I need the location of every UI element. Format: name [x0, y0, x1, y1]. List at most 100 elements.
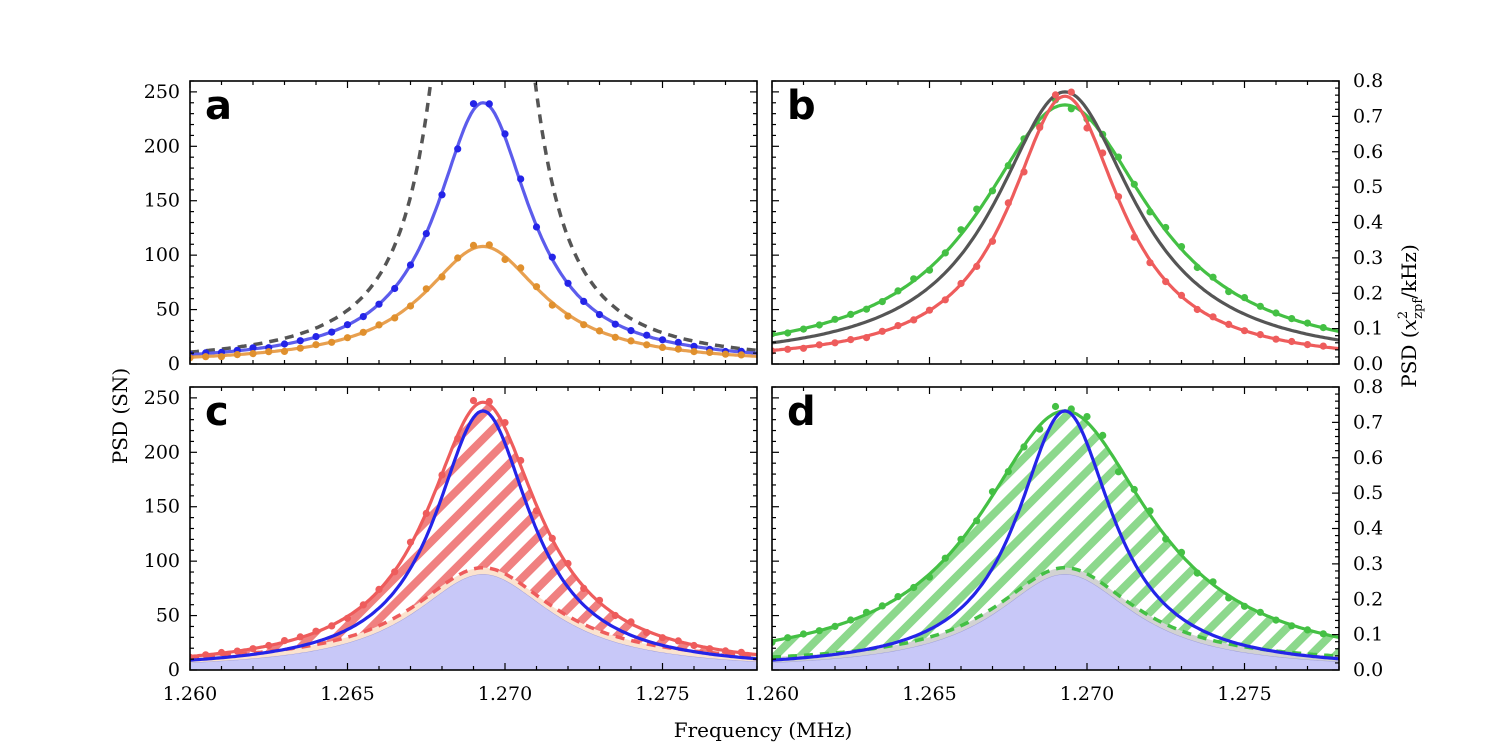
panel-b-data-point [1272, 335, 1280, 343]
panel-a-frame [189, 80, 758, 365]
panel-a-data-point [280, 347, 289, 355]
panel-a-data-point [343, 334, 352, 342]
panel-b-data-point [1114, 193, 1123, 201]
panel-a-data-point [501, 130, 509, 138]
panel-b-data-point [988, 187, 997, 195]
y-right-tick-label: 0.4 [1353, 518, 1383, 540]
y-tick-label: 50 [156, 299, 180, 321]
panel-b-data-point [941, 249, 949, 257]
panel-c-plot [190, 397, 757, 670]
panel-a-data-point [217, 353, 226, 361]
panel-d-letter: d [787, 389, 816, 435]
y-axis-right-var: x [1397, 319, 1421, 330]
panel-b-data-point [831, 339, 839, 347]
panel-a-data-point [580, 297, 588, 305]
panel-b-data-point [1114, 153, 1123, 161]
y-axis-right-sub: zpf [1411, 298, 1426, 319]
y-axis-right-sup: 2 [1396, 311, 1411, 319]
y-axis-right-prefix: PSD ( [1397, 330, 1421, 387]
panel-b-data-point [1162, 278, 1170, 286]
panel-b-data-point [1209, 313, 1217, 321]
panel-a-data-point [375, 300, 383, 308]
panel-b-data-point [941, 296, 949, 304]
panel-a-data-point [249, 350, 257, 358]
y-right-tick-label: 0.7 [1353, 411, 1383, 433]
panel-a-data-point [580, 321, 588, 329]
panel-a-data-point [643, 331, 651, 339]
panel-b-data-point [1256, 331, 1264, 339]
panel-b-plot [772, 88, 1339, 355]
panel-b-data-point [1303, 341, 1312, 349]
y-tick-label: 200 [144, 135, 180, 157]
y-right-tick-label: 0.3 [1353, 553, 1383, 575]
y-axis-title-right: PSD (x2zpf/kHz) [1396, 244, 1426, 388]
panel-b-data-point [1130, 233, 1138, 241]
panel-b-data-point [1004, 199, 1012, 207]
y-tick-label: 100 [144, 244, 180, 266]
panel-b-data-point [799, 344, 808, 352]
panel-b-data-point [1067, 88, 1075, 96]
panel-a-data-point [501, 255, 509, 264]
panel-a-data-point [643, 341, 651, 349]
y-tick-label: 100 [144, 550, 180, 572]
y-tick-label: 250 [144, 81, 180, 103]
panel-a-data-point [454, 145, 462, 153]
panel-a-data-point [359, 313, 367, 321]
panel-a-data-point [564, 279, 572, 287]
y-right-tick-label: 0.6 [1353, 141, 1383, 163]
panel-d-hatch [772, 410, 1339, 657]
panel-c-data-point [469, 397, 478, 405]
y-right-tick-label: 0.4 [1353, 212, 1383, 234]
panel-a-data-point [190, 354, 194, 362]
panel-b-data-point [894, 287, 902, 295]
panel-a-data-point [422, 230, 430, 238]
panel-a-data-point [595, 311, 604, 319]
panel-a-data-point [706, 348, 714, 356]
x-tick-label: 1.270 [478, 683, 532, 705]
panel-d-fill-band [772, 567, 1339, 663]
panel-a-data-point [595, 327, 604, 335]
panel-a-letter: a [205, 83, 232, 129]
panel-a-data-point [422, 285, 430, 293]
panel-a-data-point [312, 341, 320, 349]
panel-a-data-point [674, 338, 682, 346]
panel-a-thermal-reference-(dashed) [190, 81, 757, 354]
panel-a-data-point [611, 320, 619, 328]
panel-a-data-point [690, 342, 698, 350]
panel-a-data-point [469, 241, 478, 249]
panel-b-data-point [1067, 105, 1075, 113]
panel-b-data-point [878, 327, 886, 335]
panel-b-data-point [799, 325, 808, 333]
y-right-tick-label: 0.5 [1353, 482, 1383, 504]
panel-a-blue-fit [190, 101, 757, 357]
panel-b-data-point [815, 321, 823, 329]
y-tick-label: 50 [156, 605, 180, 627]
panel-b-data-point [1288, 315, 1296, 323]
panel-a-data-point [280, 340, 289, 348]
y-right-tick-label: 0.2 [1353, 282, 1383, 304]
panel-b-data-point [862, 305, 871, 313]
y-right-tick-label: 0.2 [1353, 588, 1383, 610]
x-tick-label: 1.260 [745, 683, 799, 705]
panel-a-data-point [485, 100, 493, 108]
panel-d-plot [772, 402, 1339, 670]
panel-b-letter: b [787, 83, 816, 129]
panel-b-data-point [1193, 305, 1201, 314]
panel-a-data-point [359, 328, 367, 336]
panel-b-data-point [1051, 91, 1060, 99]
panel-a-data-point [343, 321, 352, 329]
y-right-tick-label: 0.7 [1353, 105, 1383, 127]
panel-b-data-point [1272, 309, 1280, 317]
panel-a-data-point [532, 223, 541, 231]
panel-a-data-point [265, 348, 273, 356]
panel-b-data-point [925, 266, 934, 274]
y-tick-label: 150 [144, 190, 180, 212]
panel-b-data-point [1146, 259, 1154, 267]
panel-a-data-point [517, 175, 525, 183]
y-right-tick-label: 0.1 [1353, 624, 1383, 646]
panel-b-data-point [910, 275, 918, 283]
panel-a-data-point [438, 191, 446, 199]
y-right-tick-label: 0.8 [1353, 376, 1383, 398]
x-tick-label: 1.270 [1060, 683, 1114, 705]
